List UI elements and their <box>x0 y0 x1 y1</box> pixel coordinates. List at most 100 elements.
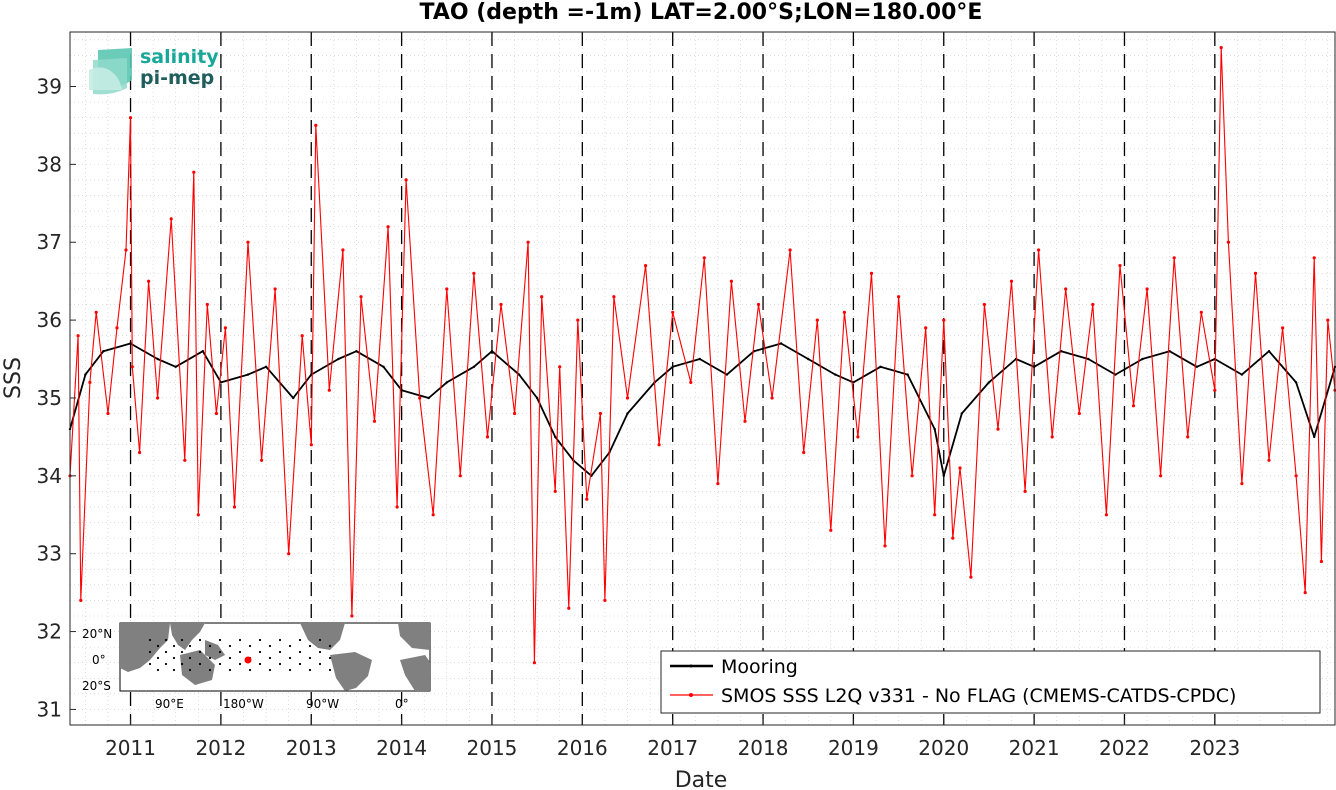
y-tick-label: 33 <box>37 542 62 566</box>
smos-point <box>526 240 530 244</box>
mooring-point <box>626 412 629 415</box>
inset-dot <box>258 662 262 666</box>
mooring-point <box>102 350 105 353</box>
smos-point <box>418 396 422 400</box>
smos-point <box>287 552 291 556</box>
y-tick-label: 32 <box>37 620 62 644</box>
series-smos-line <box>69 47 1336 664</box>
mooring-point <box>698 357 701 361</box>
mooring-point <box>933 427 936 431</box>
smos-point <box>183 458 187 462</box>
inset-dot <box>318 662 322 666</box>
smos-point <box>395 505 399 509</box>
x-tick-label: 2018 <box>738 736 789 760</box>
mooring-point <box>1267 350 1271 353</box>
smos-point <box>1131 404 1136 408</box>
y-tick-label: 31 <box>37 697 62 721</box>
legend: Mooring SMOS SSS L2Q v331 - No FLAG (CME… <box>660 650 1321 714</box>
inset-dot <box>278 650 282 654</box>
smos-point <box>716 482 720 486</box>
smos-point <box>260 458 264 462</box>
smos-point <box>130 365 134 369</box>
inset-dot <box>208 668 212 672</box>
inset-dot <box>218 662 222 666</box>
smos-point <box>115 326 119 330</box>
smos-point <box>1118 264 1122 268</box>
smos-point <box>1219 46 1223 50</box>
smos-point <box>1312 256 1316 260</box>
mooring-point <box>906 373 909 376</box>
smos-point <box>214 411 218 416</box>
y-tick-label: 35 <box>37 386 62 410</box>
smos-point <box>156 396 160 400</box>
mooring-point <box>264 365 268 368</box>
inset-dot <box>288 644 292 648</box>
smos-point <box>770 396 774 400</box>
inset-dot <box>218 650 222 654</box>
smos-point <box>802 450 806 455</box>
smos-point <box>924 326 928 330</box>
inset-dot <box>156 668 160 672</box>
inset-dot <box>298 662 302 666</box>
mooring-point <box>942 474 945 477</box>
smos-point <box>314 123 318 127</box>
smos-point <box>386 225 390 229</box>
inset-dot <box>228 656 232 660</box>
smos-point <box>196 513 200 517</box>
smos-point <box>223 326 227 330</box>
smos-point <box>897 295 901 299</box>
smos-point <box>532 661 537 665</box>
mooring-point <box>879 365 882 368</box>
inset-dot <box>258 638 262 642</box>
smos-point <box>404 178 408 182</box>
smos-point <box>1294 474 1298 478</box>
x-tick-label: 2015 <box>467 736 518 760</box>
inset-dot <box>228 668 232 672</box>
smos-point <box>1303 591 1307 595</box>
mooring-point <box>1195 365 1199 368</box>
inset-dot <box>156 656 160 660</box>
inset-selected-mooring-marker <box>244 656 252 664</box>
minor-grid <box>70 32 1335 726</box>
mooring-point <box>382 365 385 368</box>
smos-point <box>612 295 616 299</box>
smos-point <box>192 170 196 174</box>
x-tick-label: 2021 <box>1009 736 1060 760</box>
smos-point <box>1037 248 1041 252</box>
mooring-point <box>535 396 539 400</box>
legend-label-smos: SMOS SSS L2Q v331 - No FLAG (CMEMS-CATDS… <box>721 685 1236 707</box>
mooring-point <box>445 381 448 384</box>
smos-point <box>856 435 860 439</box>
inset-dot <box>328 644 332 648</box>
inset-dot <box>238 638 242 642</box>
mooring-point <box>1087 357 1090 361</box>
inset-dot <box>308 656 312 660</box>
smos-point <box>958 466 962 470</box>
series-mooring-line <box>69 342 1336 477</box>
inset-dot <box>148 662 152 666</box>
smos-point <box>513 411 517 416</box>
smos-point <box>128 116 133 120</box>
smos-point <box>341 248 345 252</box>
smos-point <box>576 318 580 322</box>
smos-point <box>499 302 503 307</box>
smos-point <box>300 334 304 338</box>
plot-area <box>68 31 1336 726</box>
smos-point <box>106 411 110 416</box>
inset-dot <box>148 650 152 654</box>
smos-point <box>553 489 557 493</box>
smos-point <box>1050 435 1054 439</box>
smos-point <box>1159 474 1163 478</box>
smos-point <box>815 318 819 322</box>
inset-dot <box>228 644 232 648</box>
inset-dot <box>164 650 168 654</box>
x-tick-label: 2013 <box>286 736 337 760</box>
smos-point <box>94 310 98 314</box>
smos-point <box>485 435 490 439</box>
inset-dot <box>308 644 312 648</box>
inset-dot <box>328 668 332 672</box>
inset-lon-label-4: 0° <box>395 697 409 711</box>
mooring-point <box>1168 350 1171 353</box>
x-tick-label: 2011 <box>105 736 156 760</box>
mooring-point <box>427 396 430 400</box>
